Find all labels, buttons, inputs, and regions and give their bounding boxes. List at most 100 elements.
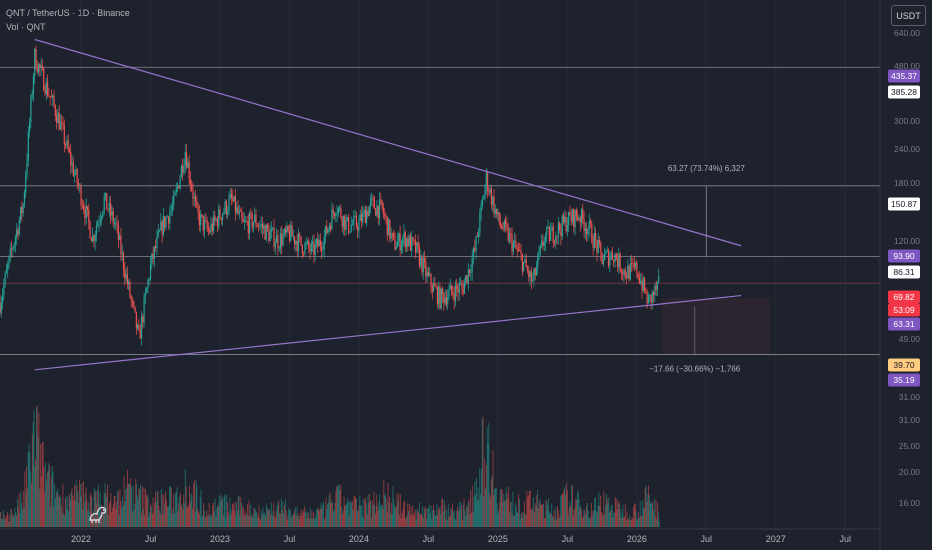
volume-bar (187, 507, 189, 527)
x-axis[interactable]: 2022 Jul 2023 Jul 2024 Jul 2025 Jul 2026 Jul 2027 J… (0, 528, 880, 544)
volume-bar (17, 508, 19, 527)
volume-bar (322, 504, 324, 527)
volume-bar (39, 488, 41, 527)
volume-bar (395, 506, 397, 527)
volume-bar (657, 502, 659, 527)
volume-bar (523, 501, 525, 527)
volume-bar (277, 502, 279, 527)
candle-body (90, 238, 92, 242)
volume-bar (556, 519, 558, 527)
candle-body (328, 225, 330, 229)
candle-body (485, 172, 487, 187)
candle-body (643, 278, 646, 292)
candle-body (171, 204, 173, 210)
volume-bar (518, 493, 520, 527)
volume-bar (146, 497, 148, 527)
volume-bar (378, 501, 380, 527)
candle-body (350, 224, 352, 232)
volume-bar (252, 517, 254, 527)
candle-body (211, 223, 213, 232)
candle-body (470, 272, 472, 273)
volume-bar (61, 512, 63, 527)
candle-body (232, 197, 234, 202)
volume-bar (369, 493, 371, 527)
volume-bar (116, 501, 118, 527)
volume-bar (213, 511, 215, 527)
volume-bar (22, 490, 24, 527)
volume-bar (490, 497, 491, 527)
volume-bar (242, 505, 244, 527)
loss-zone (662, 298, 770, 355)
candle-body (628, 265, 630, 280)
volume-bar (237, 496, 239, 527)
candle-body (510, 232, 512, 235)
candle-body (214, 215, 216, 221)
volume-bar (241, 508, 243, 527)
volume-bar (112, 503, 114, 527)
candle-body (146, 288, 148, 293)
candle-body (484, 186, 486, 198)
trendline[interactable] (34, 38, 742, 247)
candle-body (523, 261, 525, 272)
volume-bar (275, 511, 277, 527)
candle-body (103, 196, 105, 211)
candle-body (650, 294, 652, 303)
candle-body (543, 242, 545, 246)
volume-bar (571, 485, 573, 527)
volume-bar (446, 509, 448, 527)
candle-body (344, 215, 346, 230)
candle-body (534, 268, 536, 276)
volume-bar (343, 497, 345, 527)
candle-body (158, 230, 161, 232)
volume-bar (188, 485, 190, 527)
candle-body (233, 195, 235, 202)
candle-body (422, 258, 424, 273)
candle-body (264, 226, 266, 240)
volume-bar (153, 512, 155, 527)
candle-body (112, 211, 114, 224)
volume-bar (648, 494, 650, 527)
volume-bar (127, 483, 129, 527)
volume-bar (310, 518, 312, 527)
volume-bar (352, 509, 354, 527)
volume-bar (80, 496, 82, 527)
volume-bar (118, 514, 120, 527)
trendlines[interactable] (34, 38, 742, 371)
volume-bar (339, 490, 341, 527)
volume-bar (2, 518, 3, 527)
y-axis[interactable]: 640.00 480.00 300.00 240.00 180.00 120.00 49.0… (879, 0, 920, 550)
volume-bar (392, 486, 394, 527)
volume-bar (292, 513, 294, 527)
candle-body (288, 231, 291, 241)
candle-body (290, 225, 292, 241)
volume-bar (594, 497, 596, 527)
candle-body (570, 215, 572, 222)
symbol-title: QNT / TetherUS · 1D · Binance (6, 8, 130, 18)
volume-bar (177, 511, 179, 527)
volume-bar (161, 494, 163, 527)
volume-bar (545, 500, 547, 527)
tradingview-logo-icon[interactable] (86, 500, 112, 526)
volume-bar (478, 499, 480, 527)
volume-bar (45, 462, 46, 527)
currency-button[interactable]: USDT (891, 5, 926, 26)
candle-body (31, 94, 33, 98)
candle-body (342, 215, 345, 227)
candle-body (613, 259, 615, 262)
volume-bar (1, 519, 3, 527)
volume-bar (640, 516, 642, 527)
volume-bar (143, 487, 145, 527)
candle-body (525, 259, 527, 268)
volume-bar (85, 487, 87, 527)
volume-bar (468, 499, 470, 527)
volume-bar (540, 504, 542, 527)
volume-bar (24, 471, 26, 527)
trendline[interactable] (34, 294, 742, 371)
candle-body (453, 294, 455, 302)
volume-bar (625, 519, 627, 527)
candle-body (14, 237, 17, 245)
candle-body (436, 287, 439, 305)
volume-bar (232, 502, 234, 527)
volume-bar (307, 512, 309, 527)
